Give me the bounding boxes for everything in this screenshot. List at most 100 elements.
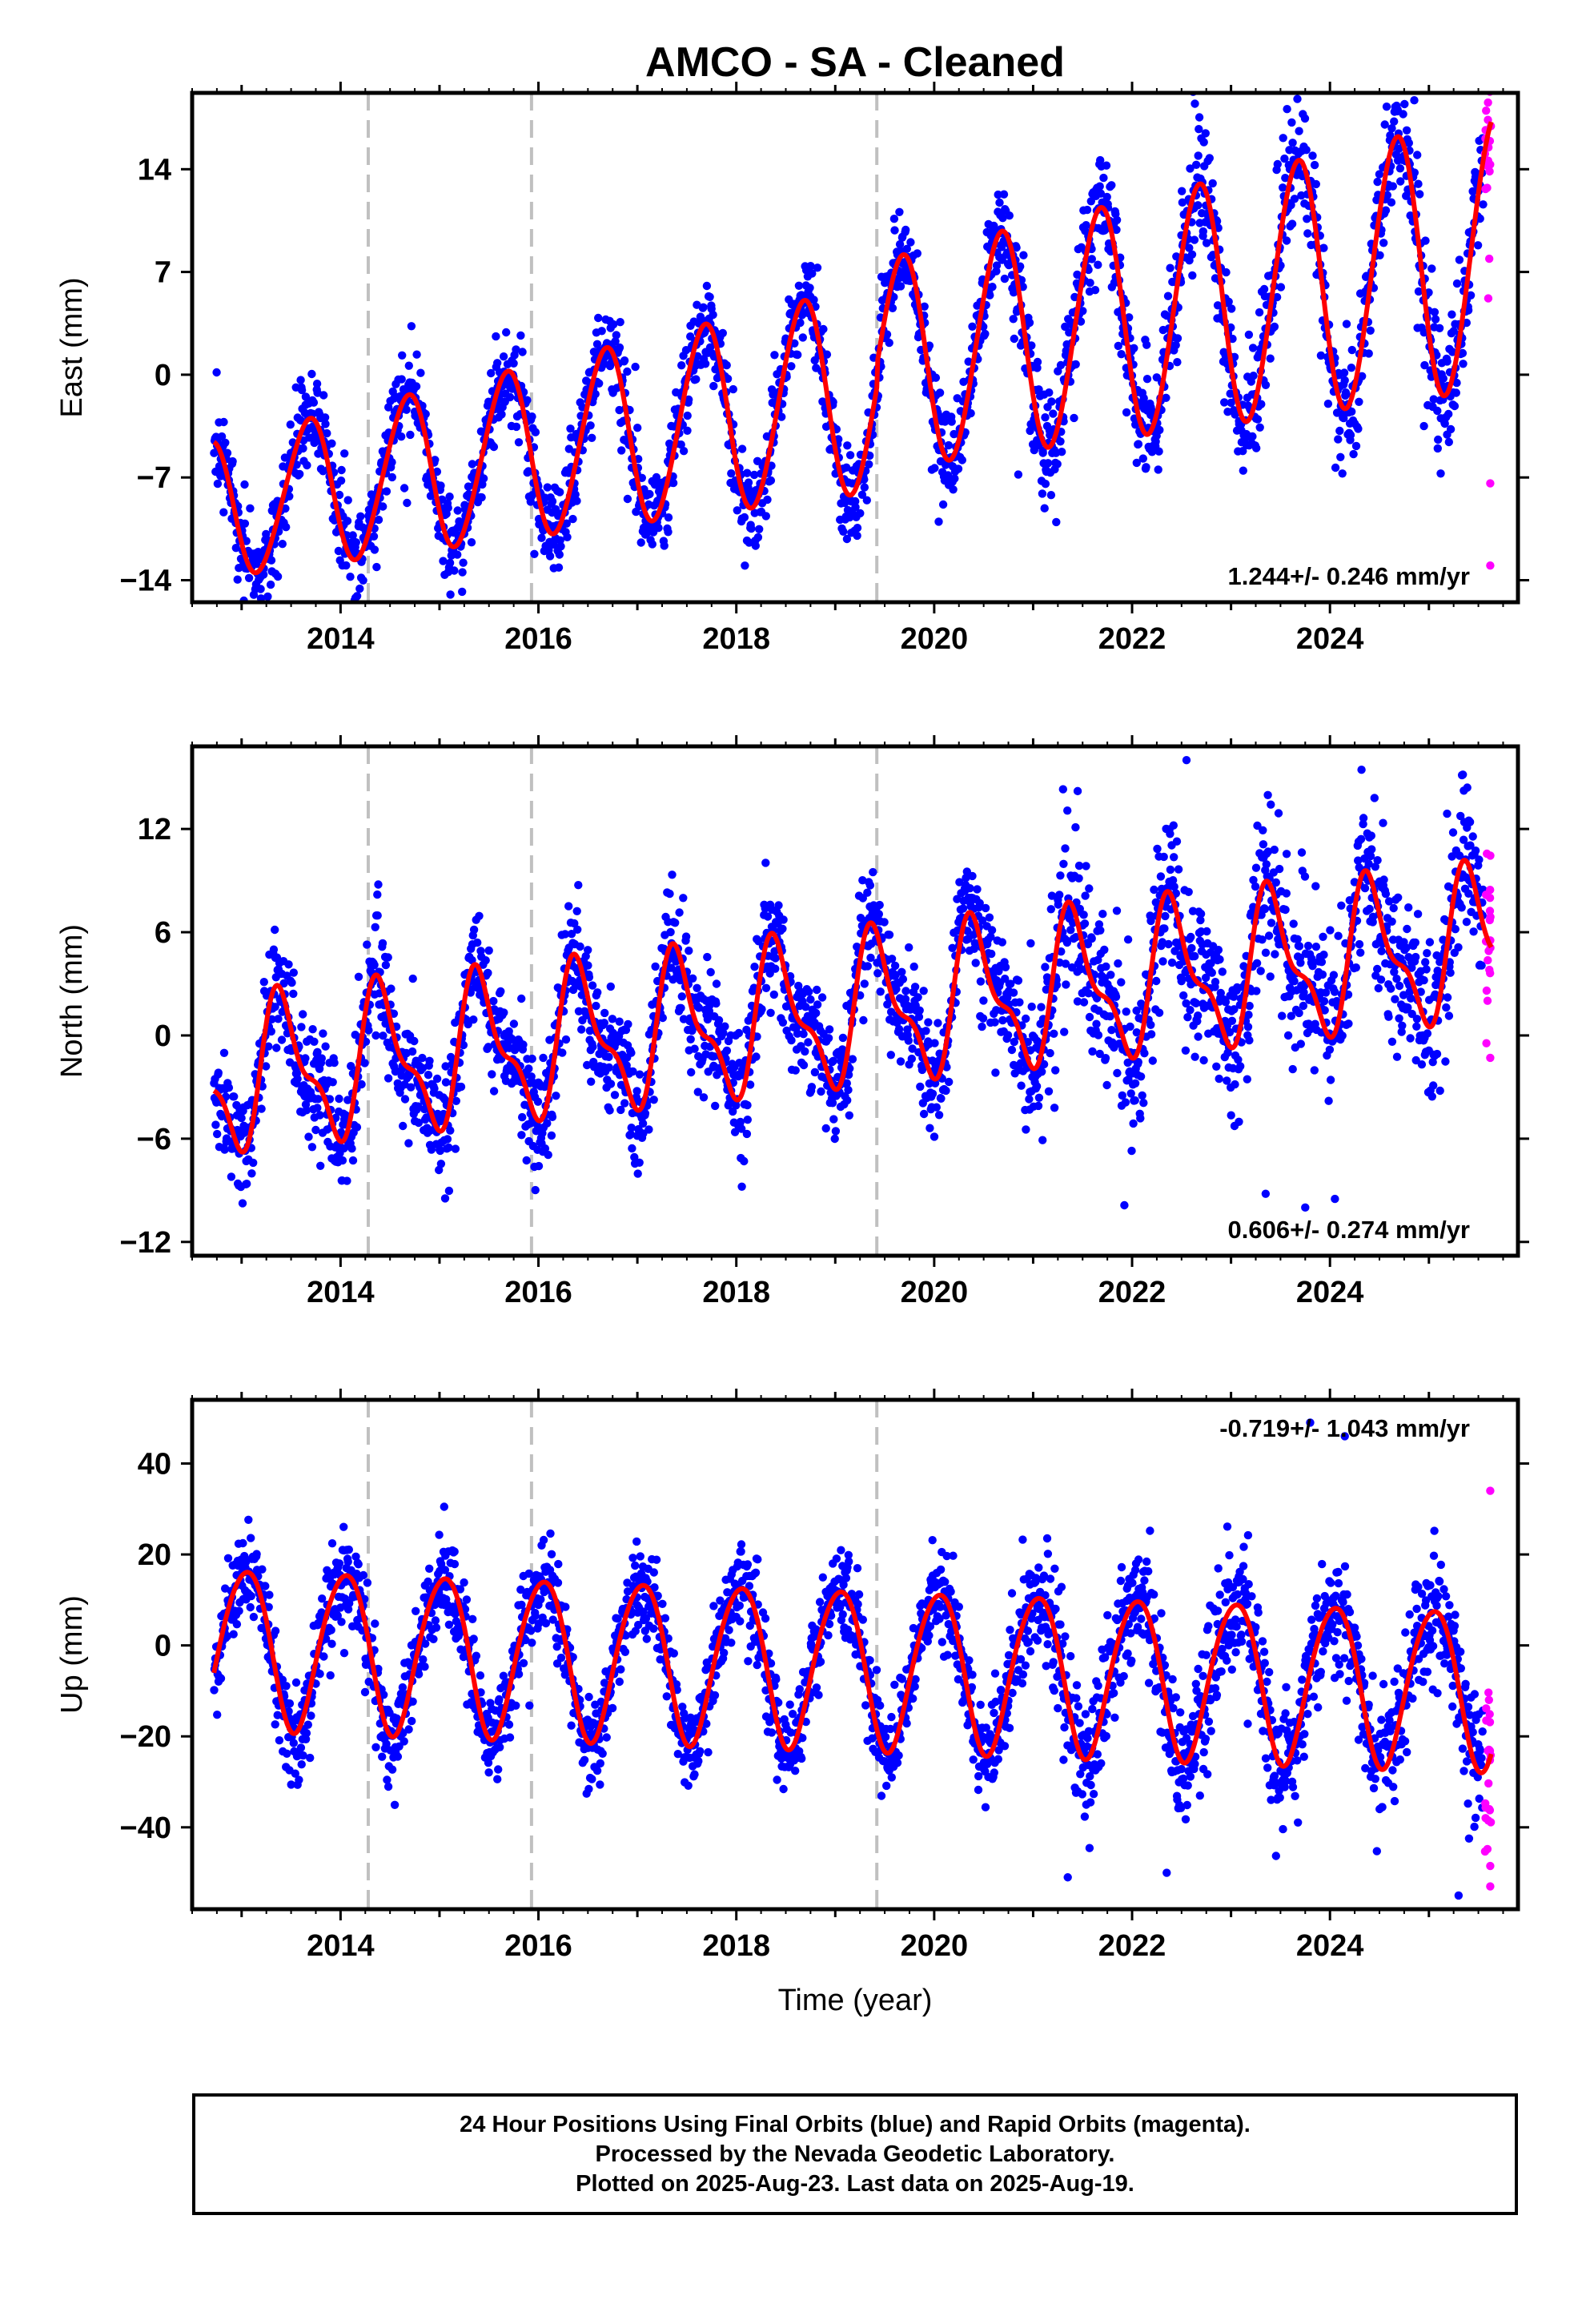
east-final-point [1383, 191, 1392, 199]
north-final-point [544, 1150, 552, 1160]
north-final-point [821, 1124, 830, 1133]
north-final-point [399, 1121, 408, 1131]
north-final-point [1003, 1031, 1013, 1039]
east-final-point [555, 550, 564, 559]
east-final-point [219, 417, 228, 427]
north-final-point [1251, 863, 1261, 872]
north-final-point [436, 1146, 444, 1156]
east-final-point [794, 281, 804, 290]
north-final-point [1088, 1047, 1097, 1056]
north-final-point [1183, 1013, 1192, 1022]
east-final-point [336, 476, 346, 485]
north-final-point [1136, 1114, 1145, 1123]
east-final-point [895, 239, 905, 249]
north-final-point [829, 1115, 838, 1124]
north-final-point [1102, 1080, 1111, 1090]
east-final-point [319, 391, 328, 400]
east-final-point [458, 587, 467, 597]
north-final-point [1266, 972, 1275, 981]
east-final-point [263, 592, 272, 601]
north-final-point [1256, 967, 1265, 975]
north-final-point [1212, 1062, 1221, 1072]
east-final-point [1399, 110, 1407, 119]
east-final-point [1199, 138, 1208, 147]
east-final-point [1380, 120, 1389, 129]
east-final-point [1473, 241, 1483, 250]
north-final-point [1153, 844, 1162, 854]
north-final-point [860, 979, 869, 988]
north-final-point [1071, 822, 1080, 832]
east-final-point [1117, 350, 1126, 359]
north-final-point [1236, 1062, 1245, 1071]
east-final-point [611, 337, 620, 346]
north-final-point [771, 964, 780, 973]
north-final-point [441, 1078, 451, 1087]
east-final-point [400, 484, 409, 493]
east-final-point [446, 590, 455, 599]
east-final-point [1334, 435, 1343, 444]
north-final-point [456, 1082, 466, 1092]
east-final-point [382, 487, 391, 496]
east-final-point [1224, 297, 1233, 306]
east-final-point [1248, 432, 1257, 441]
east-final-point [636, 538, 645, 547]
north-final-point [404, 1139, 413, 1148]
east-final-point [683, 411, 692, 420]
north-final-point [534, 1161, 544, 1171]
north-final-point [1164, 939, 1173, 949]
east-final-point [966, 408, 975, 418]
north-final-point [1156, 872, 1166, 881]
east-final-point [1261, 380, 1271, 389]
east-final-point [1227, 398, 1235, 408]
north-final-point [1281, 905, 1290, 915]
east-final-point [321, 420, 330, 428]
east-final-point [1038, 448, 1047, 457]
north-final-point [1252, 987, 1261, 995]
east-final-point [499, 352, 508, 361]
east-final-point [920, 302, 929, 311]
north-final-point [1014, 976, 1023, 985]
north-final-point [1066, 926, 1075, 935]
east-final-point [699, 303, 708, 312]
north-final-point [1100, 945, 1109, 955]
east-final-point [819, 324, 828, 334]
east-final-point [444, 504, 452, 513]
east-final-point [549, 540, 558, 549]
east-final-point [406, 430, 415, 440]
north-final-point [1111, 992, 1121, 1002]
east-final-point [1005, 211, 1014, 220]
north-final-point [484, 968, 492, 978]
north-final-point [1159, 852, 1168, 862]
east-final-point [1253, 415, 1263, 424]
north-final-point [1186, 932, 1195, 942]
north-final-point [379, 1031, 387, 1040]
north-final-point [620, 1099, 629, 1108]
north-final-point [289, 989, 298, 999]
east-final-point [505, 392, 515, 402]
east-final-point [426, 492, 436, 501]
east-final-point [853, 524, 862, 533]
north-final-point [237, 1113, 246, 1123]
north-final-point [778, 924, 787, 934]
east-final-point [1339, 413, 1348, 423]
north-final-point [243, 1180, 251, 1188]
north-final-point [584, 946, 592, 955]
east-final-point [591, 389, 600, 399]
north-final-point [1098, 910, 1107, 919]
east-final-point [1435, 324, 1444, 332]
east-final-point [1273, 159, 1283, 169]
north-final-point [845, 1111, 854, 1120]
north-final-point [761, 858, 770, 867]
north-final-point [606, 982, 615, 991]
east-final-point [1311, 179, 1321, 189]
east-final-point [1335, 426, 1344, 436]
north-final-point [552, 1092, 560, 1100]
east-final-point [343, 517, 352, 525]
north-final-point [1215, 1074, 1223, 1084]
east-final-point [1270, 322, 1279, 332]
north-final-point [1123, 935, 1133, 944]
east-final-point [1142, 463, 1150, 472]
north-final-point [804, 1038, 813, 1047]
north-final-point [211, 1120, 220, 1129]
